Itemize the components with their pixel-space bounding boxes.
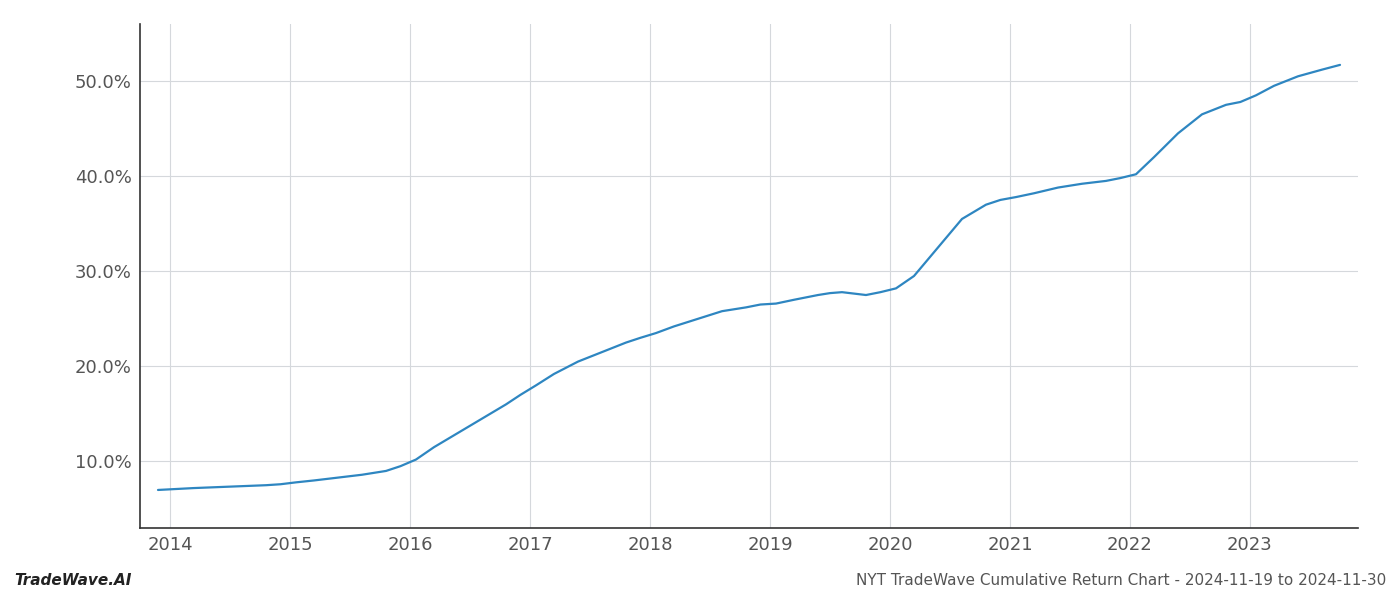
Text: TradeWave.AI: TradeWave.AI bbox=[14, 573, 132, 588]
Text: NYT TradeWave Cumulative Return Chart - 2024-11-19 to 2024-11-30: NYT TradeWave Cumulative Return Chart - … bbox=[855, 573, 1386, 588]
